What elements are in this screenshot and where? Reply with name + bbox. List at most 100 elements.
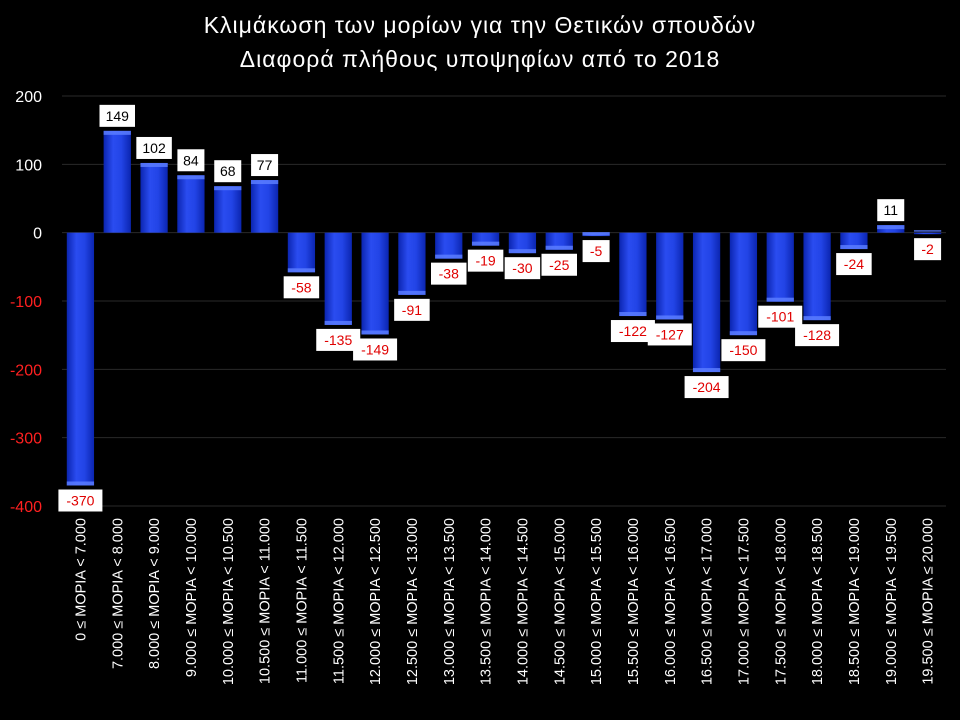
bar [214,186,242,233]
data-label-box [582,240,610,263]
data-label: -5 [582,240,610,263]
y-tick-label: -400 [10,499,42,516]
data-label: -370 [58,489,103,512]
data-label-box [177,149,205,172]
bar [840,232,868,250]
x-tick-label: 7.000 ≤ ΜΟΡΙΑ < 8.000 [110,518,126,669]
data-label: -128 [795,324,840,347]
data-label-text: -204 [693,379,721,395]
x-tick-label: 12.500 ≤ ΜΟΡΙΑ < 13.000 [405,518,421,685]
bar [913,232,942,235]
data-label: -58 [283,276,320,299]
bar-edge [766,297,794,302]
x-tick-label: 13.500 ≤ ΜΟΡΙΑ < 14.000 [479,518,495,685]
bar [324,232,352,325]
bar-edge [877,225,905,230]
data-label-box [795,324,840,347]
bar-edge [398,290,426,295]
data-label: 77 [251,154,279,177]
bar [287,232,316,273]
bar [729,232,758,336]
bar [656,232,684,320]
x-tick-label: 14.000 ≤ ΜΟΡΙΑ < 14.500 [515,518,531,685]
y-tick-label: -200 [10,362,42,379]
bar [140,162,168,233]
data-label-text: -370 [66,493,94,509]
data-label: 102 [136,136,172,159]
data-label: 149 [99,104,135,127]
data-label: -135 [316,328,361,351]
bar-edge [324,320,352,325]
data-label: 68 [214,160,242,183]
bar-edge [729,331,758,336]
bar [66,232,95,486]
data-label-box [721,339,766,362]
x-tick-label: 0 ≤ ΜΟΡΙΑ < 7.000 [73,518,89,641]
data-label-box [283,276,320,299]
x-tick-label: 15.000 ≤ ΜΟΡΙΑ < 15.500 [589,518,605,685]
data-label-text: -30 [512,260,532,276]
bar [803,232,831,321]
x-tick-label: 19.500 ≤ ΜΟΡΙΑ ≤ 20.000 [921,518,937,685]
x-tick-label: 10.000 ≤ ΜΟΡΙΑ < 10.500 [221,518,237,685]
x-tick-label: 16.500 ≤ ΜΟΡΙΑ < 17.000 [700,518,716,685]
chart-title: Κλιμάκωση των μορίων για την Θετικών σπο… [203,12,757,38]
data-label: -25 [541,253,577,276]
bar-edge [287,268,316,273]
data-label-text: -101 [766,309,794,325]
data-label: -127 [647,323,692,346]
bar-edge [177,175,205,180]
data-label-box [541,253,577,276]
bar-edge [471,241,500,246]
data-label-box [758,305,803,328]
bar-edge [619,312,647,317]
bar-edge [214,186,242,191]
bar [250,180,279,233]
bar [692,232,721,373]
data-label-box [99,104,135,127]
bar [398,232,426,295]
data-label-text: 84 [183,152,199,168]
bar [766,232,794,302]
bar-edge [692,368,721,373]
data-label: -204 [684,376,729,399]
x-tick-label: 17.500 ≤ ΜΟΡΙΑ < 18.000 [773,518,789,685]
data-label: -24 [836,253,872,276]
data-label: -30 [504,257,541,280]
data-label-text: -58 [291,279,311,295]
x-tick-label: 11.500 ≤ ΜΟΡΙΑ < 12.000 [331,518,347,684]
data-label-box [214,160,242,183]
y-tick-label: -100 [10,294,42,311]
bar-edge [103,130,131,135]
x-tick-label: 14.500 ≤ ΜΟΡΙΑ < 15.000 [552,518,568,685]
data-label: -91 [394,298,430,321]
x-tick-label: 19.000 ≤ ΜΟΡΙΑ < 19.500 [884,518,900,685]
data-label-text: -38 [439,266,459,282]
data-label-text: 77 [257,157,273,173]
data-label-box [467,249,504,272]
data-label: -38 [431,262,467,285]
bar-edge [435,254,463,259]
x-tick-label: 18.500 ≤ ΜΟΡΙΑ < 19.000 [847,518,863,685]
x-tick-label: 17.000 ≤ ΜΟΡΙΑ < 17.500 [736,518,752,685]
data-label-text: -127 [656,326,684,342]
data-label-text: 102 [142,140,166,156]
data-label-box [353,338,398,361]
data-label-text: 68 [220,163,236,179]
data-label-box [504,257,541,280]
data-label: -149 [353,338,398,361]
bar-edge [656,315,684,320]
data-label: -2 [914,238,942,261]
bar [177,175,205,233]
bar-edge [140,162,168,167]
data-label: 84 [177,149,205,172]
x-tick-label: 13.000 ≤ ΜΟΡΙΑ < 13.500 [442,518,458,685]
data-label-box [136,136,172,159]
data-label-text: -5 [590,243,603,259]
bar [545,232,573,250]
data-label-box [316,328,361,351]
x-tick-label: 18.000 ≤ ΜΟΡΙΑ < 18.500 [810,518,826,685]
data-label: -122 [610,320,655,343]
x-tick-label: 10.500 ≤ ΜΟΡΙΑ < 11.000 [258,518,274,684]
data-label-box [610,320,655,343]
